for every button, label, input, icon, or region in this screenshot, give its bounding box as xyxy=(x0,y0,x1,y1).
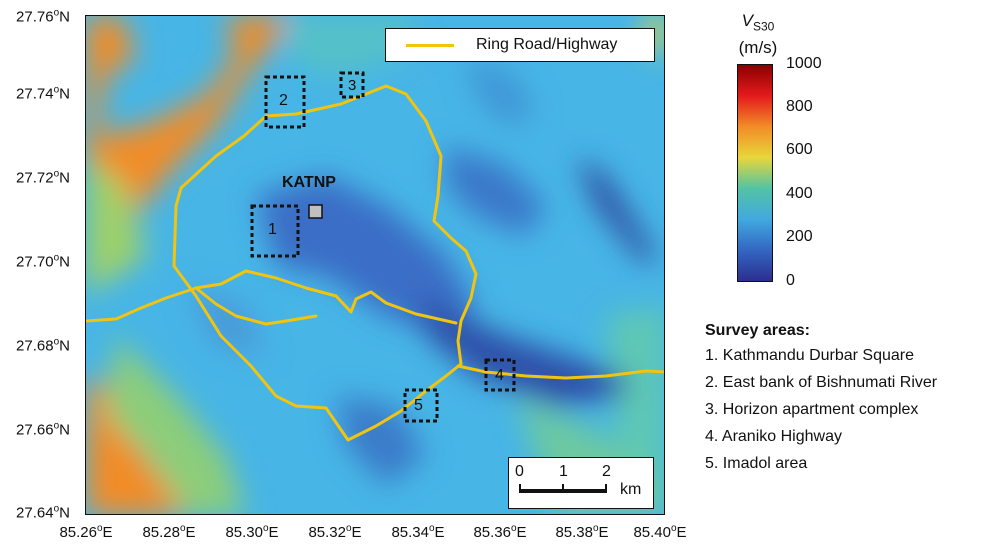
colorbar-title: VS30 (m/s) xyxy=(723,10,793,58)
road-legend-label: Ring Road/Highway xyxy=(476,36,618,53)
lon-tick-label: 85.38oE xyxy=(555,523,609,542)
scale-tick-label: 1 xyxy=(559,463,568,480)
survey-box-label: 5 xyxy=(414,397,423,414)
survey-boxes xyxy=(250,71,516,423)
survey-box-label: 1 xyxy=(268,221,277,238)
survey-box-label: 2 xyxy=(279,92,288,109)
lon-tick-label: 85.36oE xyxy=(473,523,527,542)
lon-tick-label: 85.28oE xyxy=(142,523,196,542)
colorbar xyxy=(737,64,773,282)
survey-area-item: 5. Imadol area xyxy=(705,455,808,472)
colorbar-tick-label: 1000 xyxy=(786,55,822,72)
station-label: KATNP xyxy=(282,174,336,191)
colorbar-tick-label: 600 xyxy=(786,141,813,158)
station-marker-icon[interactable] xyxy=(308,204,323,219)
colorbar-units: (m/s) xyxy=(738,38,778,58)
lat-tick-label: 27.76oN xyxy=(16,7,70,26)
lat-tick-label: 27.68oN xyxy=(16,336,70,355)
lon-tick-label: 85.26oE xyxy=(59,523,113,542)
scale-tick-label: 0 xyxy=(515,463,524,480)
survey-area-item: 1. Kathmandu Durbar Square xyxy=(705,347,915,364)
lon-tick-label: 85.32oE xyxy=(308,523,362,542)
lon-tick-label: 85.40oE xyxy=(633,523,687,542)
map-legend: Ring Road/Highway xyxy=(385,28,655,62)
map-canvas xyxy=(86,16,664,514)
survey-area-item: 2. East bank of Bishnumati River xyxy=(705,374,938,391)
lat-tick-label: 27.74oN xyxy=(16,84,70,103)
survey-box-2[interactable] xyxy=(264,75,306,129)
survey-box-4[interactable] xyxy=(484,358,516,392)
survey-box-label: 3 xyxy=(348,77,357,94)
survey-area-item: 3. Horizon apartment complex xyxy=(705,401,919,418)
colorbar-tick-label: 0 xyxy=(786,272,795,289)
scale-tick xyxy=(519,484,521,493)
survey-box-3[interactable] xyxy=(339,71,365,99)
lon-tick-label: 85.30oE xyxy=(225,523,279,542)
vs30-map[interactable]: 2 3 1 4 5 KATNP Ring Road/Highway 0 1 2 … xyxy=(85,15,665,515)
lat-tick-label: 27.64oN xyxy=(16,503,70,522)
colorbar-title-subscript: S30 xyxy=(752,19,775,34)
survey-areas-title: Survey areas: xyxy=(705,322,810,339)
survey-box-label: 4 xyxy=(495,367,504,384)
scale-tick-label: 2 xyxy=(602,463,611,480)
scale-tick xyxy=(605,484,607,493)
colorbar-title-symbol: V xyxy=(741,11,753,30)
scale-bar: 0 1 2 km xyxy=(508,457,654,509)
road-legend-swatch xyxy=(406,44,454,47)
survey-box-5[interactable] xyxy=(403,388,439,423)
lat-tick-label: 27.66oN xyxy=(16,420,70,439)
lon-tick-label: 85.34oE xyxy=(391,523,445,542)
survey-area-item: 4. Araniko Highway xyxy=(705,428,842,445)
scale-unit: km xyxy=(620,481,642,498)
colorbar-tick-label: 200 xyxy=(786,228,813,245)
scale-tick xyxy=(562,484,564,493)
colorbar-tick-label: 800 xyxy=(786,98,813,115)
lat-tick-label: 27.72oN xyxy=(16,168,70,187)
colorbar-tick-label: 400 xyxy=(786,185,813,202)
lat-tick-label: 27.70oN xyxy=(16,252,70,271)
survey-box-1[interactable] xyxy=(250,204,300,258)
ring-road xyxy=(86,84,664,442)
